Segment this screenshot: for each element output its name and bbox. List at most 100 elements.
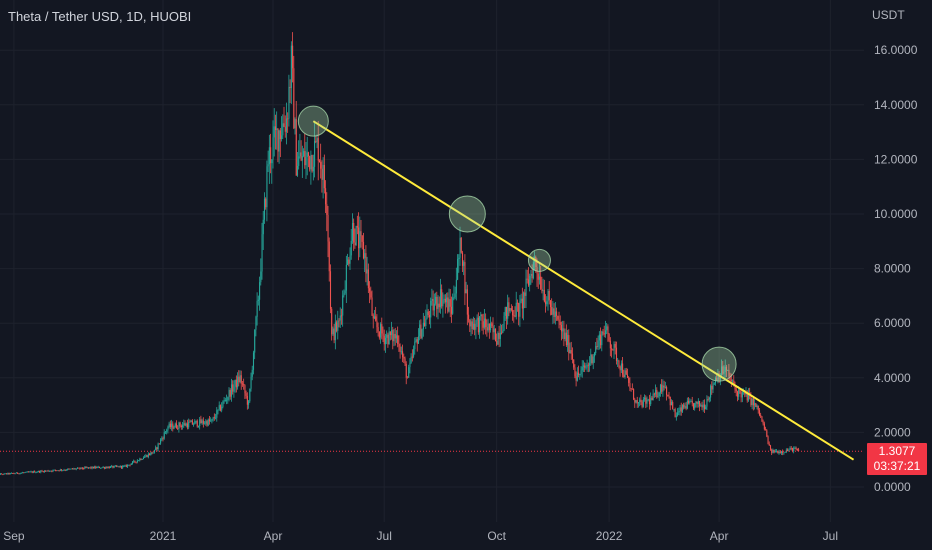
candle-body xyxy=(472,323,475,330)
candle-body xyxy=(615,347,618,361)
candle-body xyxy=(424,322,426,326)
candle-body xyxy=(485,318,487,328)
candle-body xyxy=(367,269,369,289)
time-tick-label: 2021 xyxy=(150,529,177,543)
trendline[interactable] xyxy=(312,120,855,461)
candle-body xyxy=(640,399,642,402)
candle-body xyxy=(563,328,565,340)
candle-body xyxy=(565,332,567,346)
candle-body xyxy=(185,423,187,426)
candle-body xyxy=(419,324,421,337)
candle-body xyxy=(673,409,675,411)
candle-body xyxy=(705,406,707,410)
candle-body xyxy=(589,363,591,366)
candle-body xyxy=(513,315,515,317)
candle-body xyxy=(735,389,737,392)
candle-body xyxy=(702,404,704,408)
candle-body xyxy=(524,292,526,296)
candle-body xyxy=(343,293,345,296)
candle-body xyxy=(508,302,510,312)
candle-body xyxy=(204,423,206,425)
touch-point-circle[interactable] xyxy=(448,195,486,233)
candle-body xyxy=(758,410,761,416)
candle-body xyxy=(134,460,136,462)
candle-body xyxy=(150,452,152,456)
candle-body xyxy=(410,356,412,363)
candle-body xyxy=(292,45,294,69)
candle-body xyxy=(443,298,445,301)
time-tick-label: Jul xyxy=(823,529,838,543)
candle-body xyxy=(353,222,355,243)
candle-body xyxy=(548,290,550,301)
candle-body xyxy=(521,298,523,309)
candle-body xyxy=(362,241,365,259)
candle-body xyxy=(47,470,49,472)
touch-point-circle[interactable] xyxy=(527,248,551,272)
candle-body xyxy=(91,466,93,469)
candle-body xyxy=(602,331,604,334)
candle-body xyxy=(477,317,479,333)
candle-body xyxy=(417,336,420,344)
candle-body xyxy=(62,470,64,471)
time-tick-label: Oct xyxy=(487,529,506,543)
time-axis[interactable]: Sep 2021 Apr Jul Oct 2022 Apr Jul xyxy=(3,529,838,543)
candle-body xyxy=(494,328,497,341)
price-axis[interactable]: 0.0000 2.0000 4.0000 6.0000 8.0000 10.0000 12.… xyxy=(874,43,918,494)
candle-body xyxy=(490,323,492,331)
candle-body xyxy=(318,160,321,163)
candle-body xyxy=(530,273,532,276)
candle-body xyxy=(223,400,225,402)
candle-body xyxy=(229,390,231,397)
candle-body xyxy=(760,415,762,417)
candle-body xyxy=(471,321,473,330)
candle-body xyxy=(131,461,134,464)
candle-body xyxy=(250,376,252,389)
candle-body xyxy=(613,344,615,351)
candle-body xyxy=(98,466,101,469)
candle-body xyxy=(375,316,377,321)
candle-body xyxy=(634,399,636,403)
candle-body xyxy=(210,420,212,422)
candle-body xyxy=(65,469,68,471)
candle-body xyxy=(63,469,65,471)
candle-body xyxy=(608,334,610,341)
candle-body xyxy=(122,465,124,468)
candle-body xyxy=(662,385,664,392)
candle-body xyxy=(14,473,16,475)
candle-body xyxy=(183,423,185,425)
candle-body xyxy=(479,316,481,333)
candle-body xyxy=(243,384,245,386)
candle-body xyxy=(587,364,589,366)
candle-body xyxy=(105,467,107,469)
touch-point-circle[interactable] xyxy=(701,346,737,382)
candle-body xyxy=(622,363,624,375)
candle-body xyxy=(332,328,334,335)
candle-body xyxy=(171,423,173,428)
touch-point-circle[interactable] xyxy=(297,105,329,137)
candle-body xyxy=(674,409,676,417)
candle-body xyxy=(447,297,449,312)
candle-body xyxy=(41,470,43,472)
candle-body xyxy=(251,369,253,377)
candle-body xyxy=(488,323,490,331)
candle-body xyxy=(614,344,616,348)
candle-body xyxy=(453,297,455,299)
candle-body xyxy=(481,314,483,322)
candle-body xyxy=(287,118,289,120)
candle-body xyxy=(301,156,303,161)
price-tick-label: 14.0000 xyxy=(874,98,918,112)
candle-body xyxy=(384,337,387,345)
candle-body xyxy=(317,138,319,161)
candle-body xyxy=(558,319,560,323)
candle-body xyxy=(523,292,525,309)
candle-body xyxy=(449,299,451,307)
candle-body xyxy=(149,453,151,456)
candle-body xyxy=(732,380,734,382)
candle-body xyxy=(402,351,404,358)
candle-body xyxy=(43,470,46,473)
bar-countdown: 03:37:21 xyxy=(873,459,921,473)
candle-body xyxy=(633,389,635,400)
candle-body xyxy=(601,331,603,346)
touch-point-markers[interactable] xyxy=(297,105,737,382)
